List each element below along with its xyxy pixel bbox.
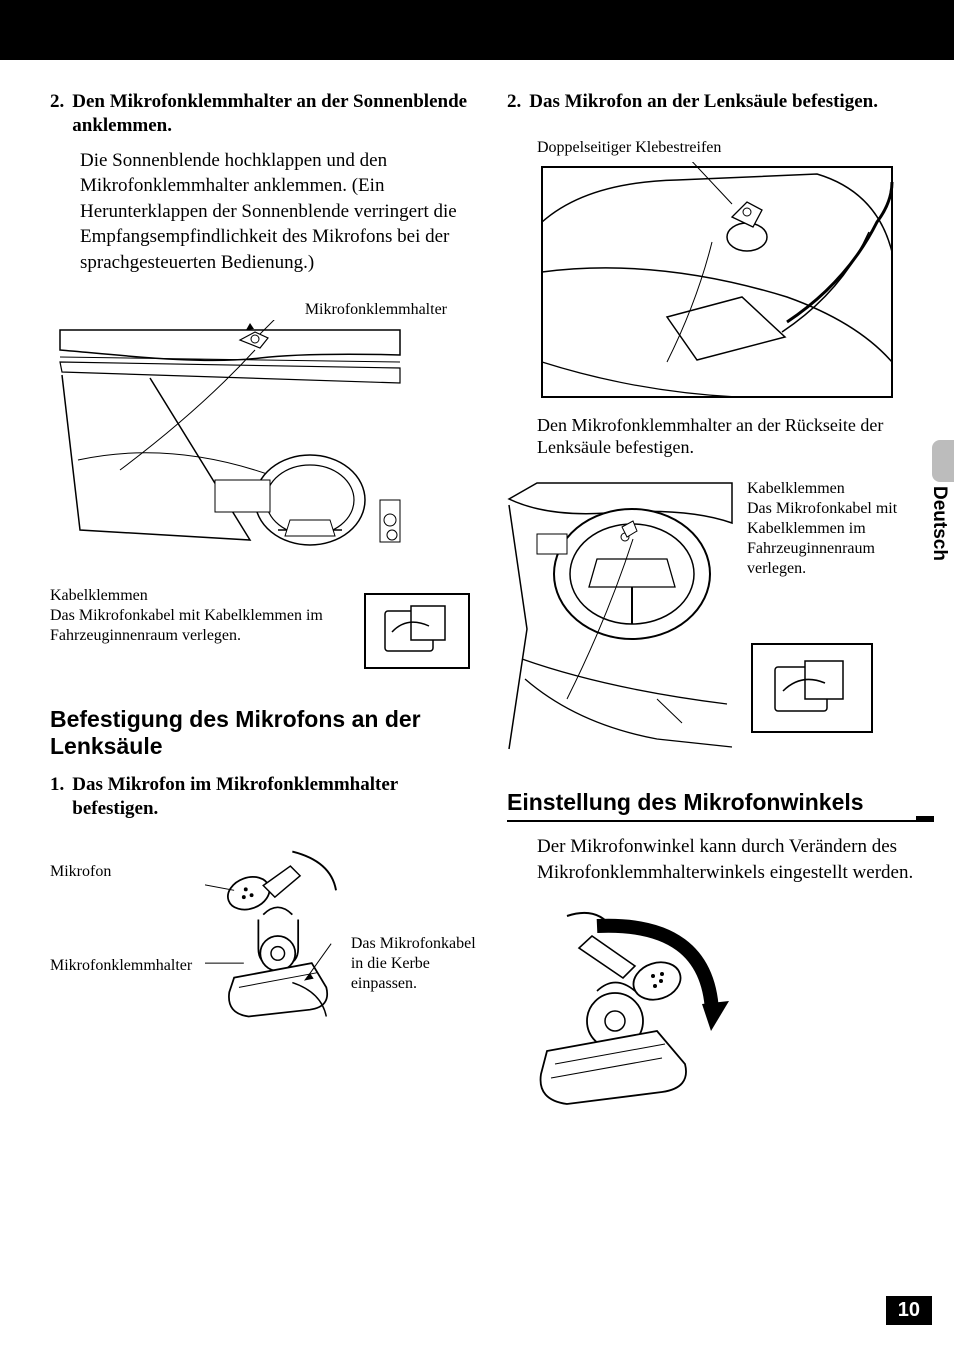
left-section-heading: Befestigung des Mikrofons an der Lenksäu… (50, 706, 477, 761)
angle-adjust-diagram (507, 906, 737, 1106)
fig-label-clip: Mikrofonklemmhalter (305, 301, 447, 318)
fig2-label-holder: Mikrofonklemmhalter (50, 956, 205, 976)
fig2-label-mic: Mikrofon (50, 862, 205, 882)
step-number: 2. (507, 90, 521, 114)
mic-holder-diagram (205, 844, 351, 1024)
figure-sunvisor: Mikrofonklemmhalter (50, 300, 477, 676)
left-step1: 1. Das Mikrofon im Mikrofonklemmhalter b… (50, 773, 477, 821)
figure-steering-top: Doppelseitiger Klebestreifen Den Mikrofo… (507, 138, 934, 459)
right-body-text: Der Mikrofonwinkel kann durch Verändern … (507, 834, 934, 885)
fig1-caption-title: Kabelklemmen (50, 586, 345, 606)
left-column: 2. Den Mikrofonklemmhalter an der Sonnen… (50, 90, 477, 1118)
left-step2: 2. Den Mikrofonklemmhalter an der Sonnen… (50, 90, 477, 276)
fig4-caption-body: Das Mikrofonkabel mit Kabelklemmen im Fa… (747, 499, 934, 579)
right-column: 2. Das Mikrofon an der Lenksäule befesti… (507, 90, 934, 1118)
figure-angle-adjust (507, 906, 934, 1106)
header-bar (0, 0, 954, 60)
tab-marker (932, 440, 954, 482)
page-number: 10 (886, 1296, 932, 1325)
sunvisor-diagram (50, 320, 430, 580)
step-number: 1. (50, 773, 64, 821)
fig3-label-tape: Doppelseitiger Klebestreifen (537, 138, 934, 158)
step-title-text: Das Mikrofon im Mikrofonklemmhalter befe… (72, 773, 477, 821)
fig3-caption: Den Mikrofonklemmhalter an der Rückseite… (537, 414, 934, 459)
step-body-text: Die Sonnenblende hochklappen und den Mik… (50, 148, 477, 276)
steering-wheel-diagram (507, 479, 737, 759)
steering-top-diagram (537, 162, 897, 402)
fig2-label-cable: Das Mikrofonkabel in die Kerbe einpassen… (351, 934, 477, 994)
step-number: 2. (50, 90, 64, 138)
figure-steering-wheel: Kabelklemmen Das Mikrofonkabel mit Kabel… (507, 479, 934, 759)
step-title-text: Das Mikrofon an der Lenksäule befestigen… (529, 90, 878, 114)
clip-inset-icon-2 (747, 639, 877, 739)
right-step2: 2. Das Mikrofon an der Lenksäule befesti… (507, 90, 934, 114)
right-section-heading: Einstellung des Mikrofonwinkels (507, 789, 934, 823)
figure-mic-holder: Mikrofon Mikrofonklemmhalter (50, 844, 477, 1024)
fig4-caption-title: Kabelklemmen (747, 479, 934, 499)
clip-inset-icon (357, 586, 477, 676)
main-content: 2. Den Mikrofonklemmhalter an der Sonnen… (0, 60, 954, 1138)
fig1-caption-body: Das Mikrofonkabel mit Kabelklemmen im Fa… (50, 606, 345, 646)
step-title-text: Den Mikrofonklemmhalter an der Sonnenble… (72, 90, 477, 138)
